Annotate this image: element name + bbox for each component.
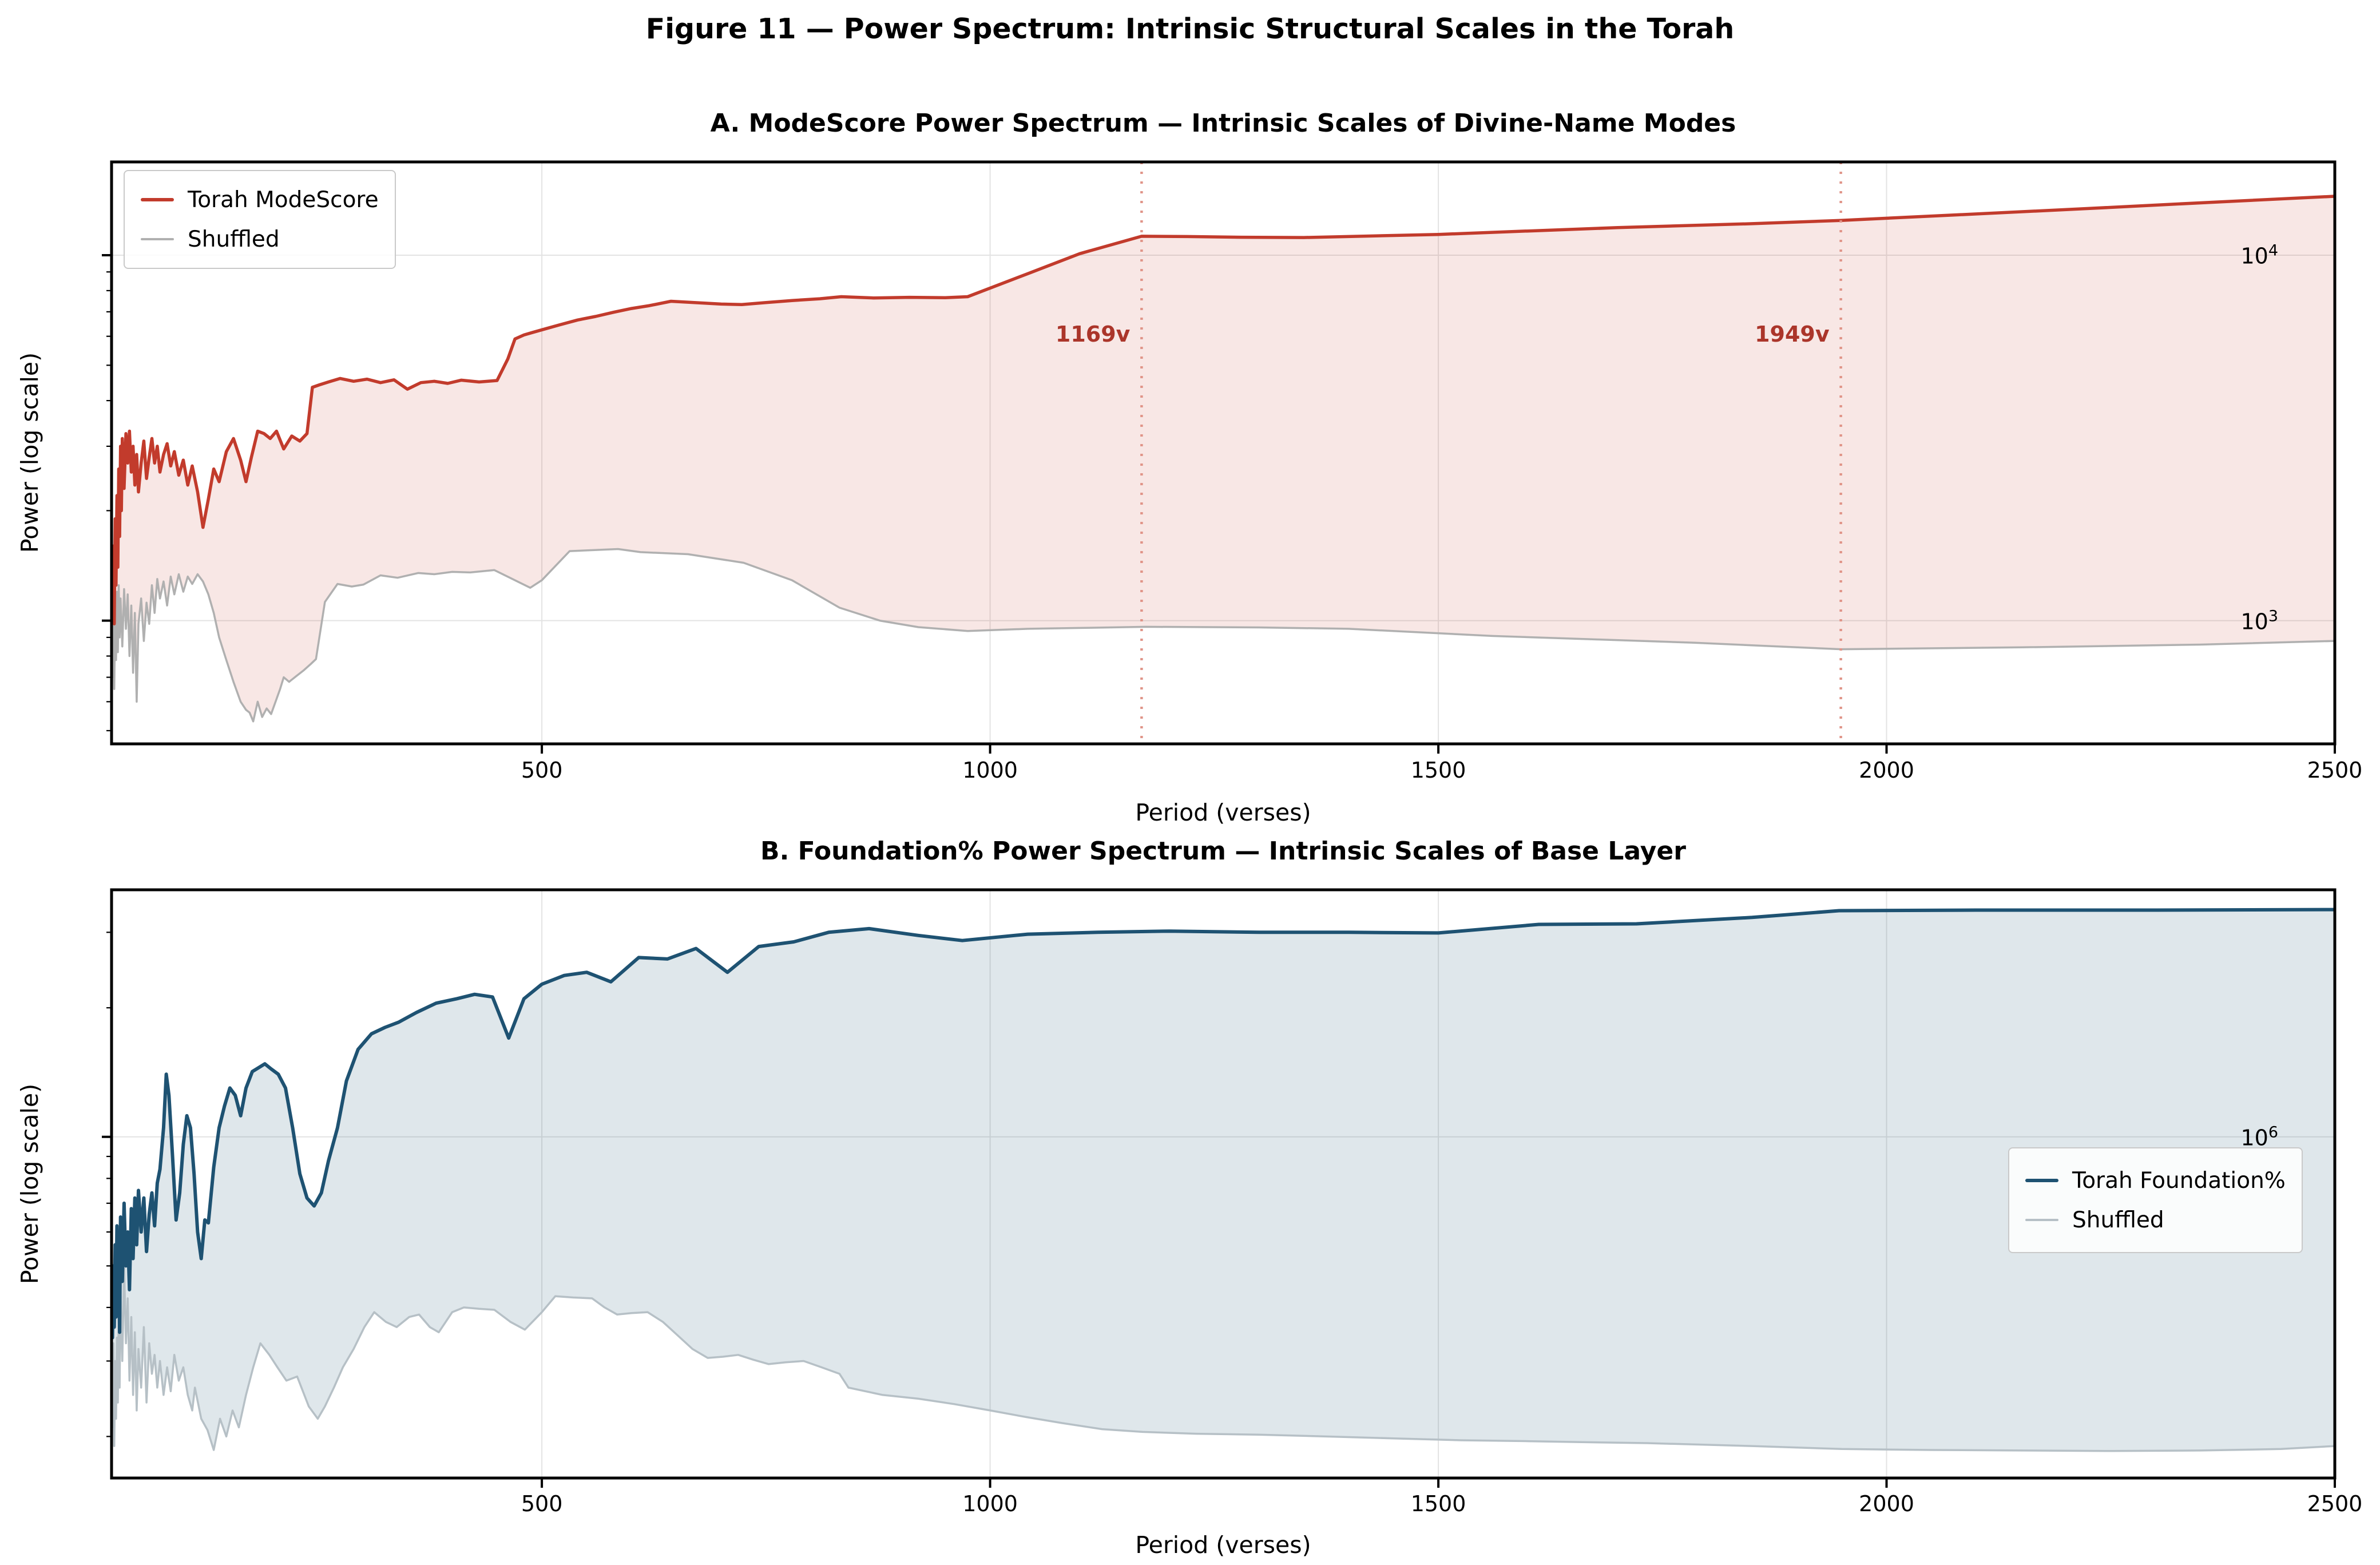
- x-tick-label: 1500: [1410, 758, 1466, 783]
- peak-annotation: 1949v: [1755, 322, 1830, 347]
- legend-line-sample: [141, 198, 174, 201]
- x-tick-label: 1500: [1410, 1491, 1466, 1516]
- legend-label: Shuffled: [188, 226, 280, 252]
- legend-label: Torah Foundation%: [2072, 1167, 2286, 1194]
- y-tick-label: 104: [2240, 241, 2278, 269]
- legend-line-sample: [2025, 1219, 2058, 1221]
- legend-line-sample: [2025, 1179, 2058, 1182]
- x-tick-label: 2500: [2307, 1491, 2363, 1516]
- subplot-a-xlabel: Period (verses): [1135, 799, 1311, 826]
- subplot-a-legend: Torah ModeScore Shuffled: [124, 170, 396, 269]
- figure-title: Figure 11 — Power Spectrum: Intrinsic St…: [645, 13, 1735, 45]
- x-tick-label: 2000: [1859, 1491, 1914, 1516]
- peak-annotation: 1169v: [1055, 322, 1130, 347]
- x-tick-label: 500: [521, 1491, 563, 1516]
- y-tick-label: 103: [2240, 607, 2278, 634]
- legend-line-sample: [141, 238, 174, 240]
- subplot-a-title: A. ModeScore Power Spectrum — Intrinsic …: [710, 109, 1736, 138]
- subplot-b-xlabel: Period (verses): [1135, 1531, 1311, 1559]
- legend-label: Shuffled: [2072, 1207, 2164, 1233]
- x-tick-label: 500: [521, 758, 563, 783]
- y-tick-label: 106: [2240, 1123, 2278, 1151]
- subplot-b-title: B. Foundation% Power Spectrum — Intrinsi…: [760, 837, 1686, 866]
- legend-entry: Shuffled: [141, 227, 379, 252]
- x-tick-label: 1000: [962, 758, 1018, 783]
- subplot-a-ylabel: Power (log scale): [16, 352, 43, 553]
- x-tick-label: 1000: [962, 1491, 1018, 1516]
- x-tick-label: 2500: [2307, 758, 2363, 783]
- legend-entry: Torah ModeScore: [141, 187, 379, 213]
- legend-entry: Torah Foundation%: [2025, 1168, 2286, 1194]
- legend-label: Torah ModeScore: [188, 187, 379, 213]
- subplot-b-legend: Torah Foundation% Shuffled: [2008, 1147, 2303, 1253]
- subplot-b-ylabel: Power (log scale): [16, 1083, 43, 1285]
- legend-entry: Shuffled: [2025, 1207, 2286, 1233]
- x-tick-label: 2000: [1859, 758, 1914, 783]
